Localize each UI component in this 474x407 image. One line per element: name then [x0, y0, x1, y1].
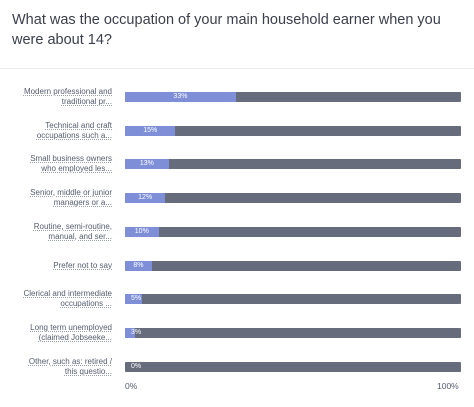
category-label-line: Other, such as: retired / [28, 356, 112, 366]
bar [125, 260, 152, 271]
category-label-line: Prefer not to say [53, 260, 112, 270]
category-label: Technical and craft occupations such a... [8, 114, 112, 148]
bar-value-label: 0% [130, 362, 142, 370]
category-label-line: Routine, semi-routine, [33, 221, 112, 231]
bar [125, 226, 159, 237]
category-label-line: managers or a... [53, 198, 112, 208]
bar-value-label: 10% [134, 227, 149, 235]
bar-track: 3% [125, 327, 461, 338]
bar-track: 0% [125, 361, 461, 372]
category-label: Modern professional and traditional pr... [8, 80, 112, 114]
bar [125, 92, 236, 102]
bar [125, 327, 136, 338]
x-tick-label-100: 100% [437, 381, 459, 391]
bar-row: Routine, semi-routine, manual, and ser...… [0, 215, 474, 249]
category-label-line: manual, and ser... [48, 231, 112, 241]
bar-value-label: 13% [139, 160, 154, 168]
bar-value-label: 33% [173, 93, 188, 100]
category-label-line: Senior, middle or junior [30, 188, 112, 198]
bar-track: 8% [125, 260, 461, 271]
category-label: Senior, middle or junior managers or a... [8, 181, 112, 215]
category-label: Other, such as: retired / this questio... [8, 350, 112, 384]
category-label-line: occupations ... [60, 299, 112, 309]
category-label: Long term unemployed (claimed Jobseeke... [8, 316, 112, 350]
bar-row: Senior, middle or junior managers or a...… [0, 181, 474, 215]
category-label-line: Technical and craft [45, 120, 112, 130]
bar-value-label: 12% [138, 194, 153, 202]
category-label-line: Long term unemployed [30, 322, 112, 332]
bar-value-label: 3% [130, 328, 142, 336]
category-label-line: this questio... [64, 366, 112, 376]
x-tick-label-0: 0% [125, 381, 138, 391]
category-label: Clerical and intermediate occupations ... [8, 282, 113, 316]
bar-track: 33% [125, 92, 461, 102]
bar-row: Prefer not to say 8% [0, 249, 474, 283]
category-label: Routine, semi-routine, manual, and ser... [8, 215, 112, 249]
category-label-line: traditional pr... [61, 97, 112, 106]
bar-row: Modern professional and traditional pr...… [0, 80, 474, 114]
bar [125, 193, 166, 204]
category-label-line: (claimed Jobseeke... [38, 332, 112, 342]
category-label-line: occupations such a... [36, 130, 112, 140]
bar-track: 5% [125, 294, 461, 305]
bar-track: 13% [125, 159, 461, 170]
question-title: What was the occupation of your main hou… [12, 12, 441, 48]
bar-value-label: 5% [130, 295, 142, 303]
bar-row: Small business owners who employed les...… [0, 147, 474, 181]
bar [125, 294, 142, 305]
bar [125, 159, 169, 170]
category-label-line: who employed les... [41, 164, 112, 174]
bar-row: Long term unemployed (claimed Jobseeke...… [0, 316, 474, 350]
bar [125, 125, 176, 136]
bar-value-label: 15% [143, 126, 158, 134]
bar-row: Other, such as: retired / this questio...… [0, 350, 474, 384]
category-label: Prefer not to say [8, 249, 112, 283]
bar-value-label: 8% [133, 261, 144, 269]
category-label-line: Modern professional and [23, 87, 112, 96]
category-label: Small business owners who employed les... [8, 147, 112, 181]
bar-track: 10% [125, 226, 461, 237]
bar-row: Technical and craft occupations such a...… [0, 114, 474, 148]
title-divider [0, 68, 474, 69]
bar-track: 12% [125, 193, 461, 204]
bar-track: 15% [125, 125, 461, 136]
bar-row: Clerical and intermediate occupations ...… [0, 282, 474, 316]
category-label-line: Clerical and intermediate [23, 289, 113, 299]
category-label-line: Small business owners [30, 154, 112, 164]
